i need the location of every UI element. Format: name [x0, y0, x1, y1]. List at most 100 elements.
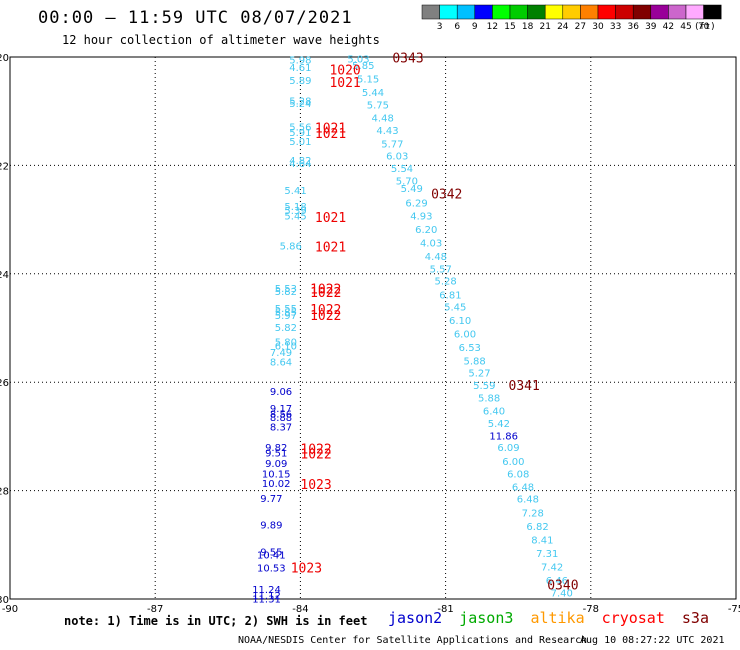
swh-value-label: 5.24: [289, 99, 311, 110]
time-label: 0341: [509, 379, 540, 394]
swh-value-label: 6.20: [415, 225, 437, 236]
swh-value-label: 6.82: [526, 522, 548, 533]
swh-value-label: 9.82: [265, 443, 287, 454]
swh-value-label: 5.45: [284, 211, 306, 222]
colorbar-swatch: [703, 4, 722, 20]
swh-value-label: 7.31: [536, 549, 558, 560]
swh-value-label: 6.09: [497, 443, 519, 454]
time-label: 1021: [315, 211, 346, 226]
legend-cryosat: cryosat: [601, 609, 665, 627]
swh-value-label: 5.45: [444, 302, 466, 313]
time-label: 0343: [392, 52, 423, 67]
time-label: 0342: [431, 188, 462, 203]
swh-value-label: 8.64: [270, 358, 292, 369]
colorbar-label: 36: [627, 22, 639, 32]
colorbar-label: 15: [504, 22, 515, 32]
swh-value-label: 5.88: [464, 357, 486, 368]
swh-value-label: 4.82: [289, 156, 311, 167]
swh-value-label: 7.28: [522, 508, 544, 519]
swh-value-label: 6.03: [386, 152, 408, 163]
footer-credit: NOAA/NESDIS Center for Satellite Applica…: [238, 635, 588, 646]
swh-value-label: 7.40: [551, 588, 573, 599]
swh-value-label: 5.55: [275, 304, 297, 315]
time-label: 1022: [300, 448, 331, 463]
colorbar-label: 24: [557, 22, 569, 32]
swh-value-label: 10.53: [257, 564, 286, 575]
swh-value-label: 5.27: [468, 368, 490, 379]
swh-value-label: 5.54: [391, 164, 413, 175]
time-label: 0340: [547, 578, 578, 593]
colorbar-label: 42: [663, 22, 674, 32]
time-label: 1021: [315, 241, 346, 256]
x-tick-label: -87: [147, 604, 163, 615]
swh-value-label: 11.24: [252, 585, 281, 596]
time-label: 1022: [310, 282, 341, 297]
swh-value-label: 5.75: [367, 101, 389, 112]
swh-value-label: 4.43: [376, 126, 398, 137]
y-tick-label: -24: [0, 270, 9, 281]
time-label: 1021: [315, 127, 346, 142]
swh-value-label: 5.28: [434, 276, 456, 287]
swh-value-label: 5.41: [284, 186, 306, 197]
colorbar-swatch: [580, 4, 599, 20]
colorbar-swatch: [597, 4, 616, 20]
time-label: 1022: [310, 286, 341, 301]
y-tick-label: -20: [0, 53, 9, 64]
swh-value-label: 11.12: [252, 591, 281, 602]
colorbar-swatch: [527, 4, 546, 20]
x-tick-label: -81: [437, 604, 453, 615]
swh-value-label: 5.82: [275, 323, 297, 334]
swh-value-label: 9.17: [270, 404, 292, 415]
colorbar-swatch: [615, 4, 634, 20]
swh-value-label: 5.18: [284, 202, 306, 213]
swh-value-label: 6.08: [507, 469, 529, 480]
time-label: 1022: [310, 309, 341, 324]
swh-value-label: 5.77: [381, 140, 403, 151]
legend-altika: altika: [530, 609, 585, 627]
legend-jason3: jason3: [459, 609, 514, 627]
swh-value-label: 4.03: [420, 238, 442, 249]
time-label: 1022: [300, 442, 331, 457]
y-tick-label: -30: [0, 595, 9, 606]
colorbar-label: 12: [487, 22, 498, 32]
swh-value-label: 10.15: [262, 469, 291, 480]
swh-value-label: 6.48: [517, 495, 539, 506]
swh-value-label: 5.80: [275, 338, 297, 349]
colorbar-swatch: [562, 4, 581, 20]
swh-value-label: 4.61: [289, 63, 311, 74]
swh-value-label: 5.59: [473, 381, 495, 392]
swh-value-label: 5.70: [396, 177, 418, 188]
swh-value-label: 5.28: [289, 96, 311, 107]
swh-value-label: 6.10: [449, 316, 471, 327]
swh-value-label: 6.10: [275, 341, 297, 352]
swh-value-label: 5.03: [347, 55, 369, 66]
time-label: 1021: [315, 121, 346, 136]
legend-jason2: jason2: [388, 609, 443, 627]
colorbar-label: 70: [698, 22, 710, 32]
colorbar-swatch: [509, 4, 528, 20]
swh-value-label: 5.15: [357, 75, 379, 86]
swh-value-label: 4.93: [410, 211, 432, 222]
swh-value-label: 5.53: [275, 284, 297, 295]
swh-value-label: 5.98: [289, 56, 311, 67]
swh-value-label: 6.00: [502, 457, 524, 468]
swh-value-label: 6.53: [459, 343, 481, 354]
colorbar-label: 3: [437, 22, 443, 32]
colorbar-label: 45: [680, 22, 691, 32]
swh-value-label: 10.02: [262, 479, 291, 490]
swh-value-label: 9.09: [265, 459, 287, 470]
swh-value-label: 5.44: [362, 88, 384, 99]
colorbar-label: 30: [592, 22, 604, 32]
legend-s3a: s3a: [681, 609, 709, 627]
colorbar-label: 6: [454, 22, 460, 32]
swh-value-label: 5.56: [289, 122, 311, 133]
colorbar-swatch: [668, 4, 687, 20]
swh-value-label: 9.89: [260, 521, 282, 532]
colorbar-label: 39: [645, 22, 657, 32]
swh-value-label: 11.31: [252, 594, 281, 605]
swh-value-label: 4.64: [289, 159, 311, 170]
colorbar-swatch: [439, 4, 458, 20]
colorbar-swatch: [544, 4, 564, 20]
swh-value-label: 8.37: [270, 423, 292, 434]
